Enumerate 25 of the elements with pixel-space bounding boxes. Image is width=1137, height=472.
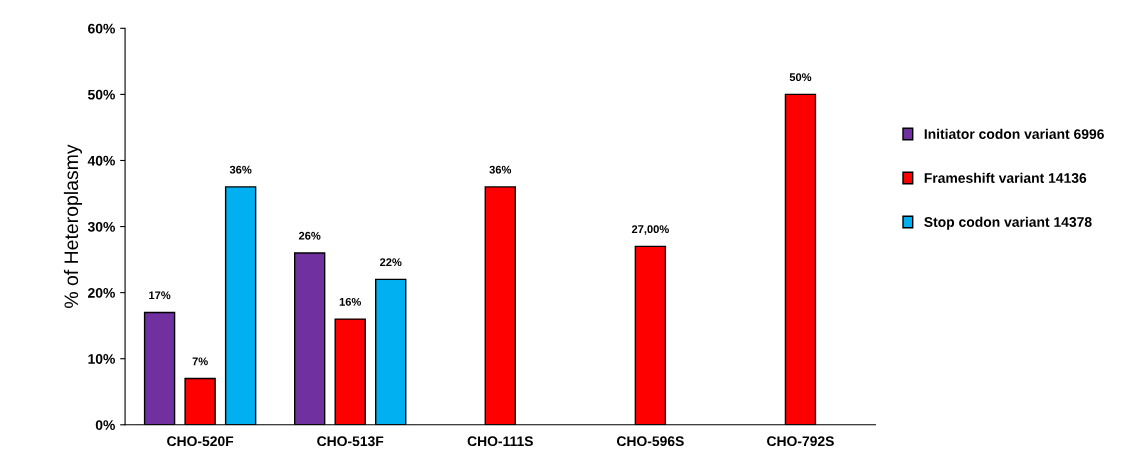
x-tick-label: CHO-596S <box>616 436 684 447</box>
data-label: 7% <box>192 357 208 366</box>
y-tick-label: 0% <box>95 420 115 430</box>
y-tick-label: 10% <box>88 354 115 364</box>
legend-label: Frameshift variant 14136 <box>924 172 1087 183</box>
data-label: 27,00% <box>631 225 669 235</box>
y-tick-label: 50% <box>87 89 115 100</box>
y-tick-label: 60% <box>88 23 115 34</box>
data-label: 17% <box>149 291 171 300</box>
y-tick-label: 40% <box>87 155 115 166</box>
data-label: 16% <box>339 297 362 306</box>
data-label: 36% <box>229 165 252 174</box>
data-label: 50% <box>789 73 812 82</box>
y-axis-title: % of Heteroplasmy <box>63 144 82 308</box>
x-tick-label: CHO-792S <box>767 436 834 447</box>
data-label: 26% <box>298 231 321 240</box>
y-tick-label: 30% <box>87 221 115 232</box>
legend-label: Initiator codon variant 6996 <box>924 128 1104 139</box>
data-label: 22% <box>379 258 402 267</box>
legend-label: Stop codon variant 14378 <box>924 216 1092 230</box>
x-tick-label: CHO-520F <box>167 436 234 447</box>
y-tick-label: 20% <box>88 287 115 298</box>
x-tick-label: CHO-513F <box>317 436 384 447</box>
x-tick-label: CHO-111S <box>467 436 533 447</box>
data-label: 36% <box>489 165 512 174</box>
